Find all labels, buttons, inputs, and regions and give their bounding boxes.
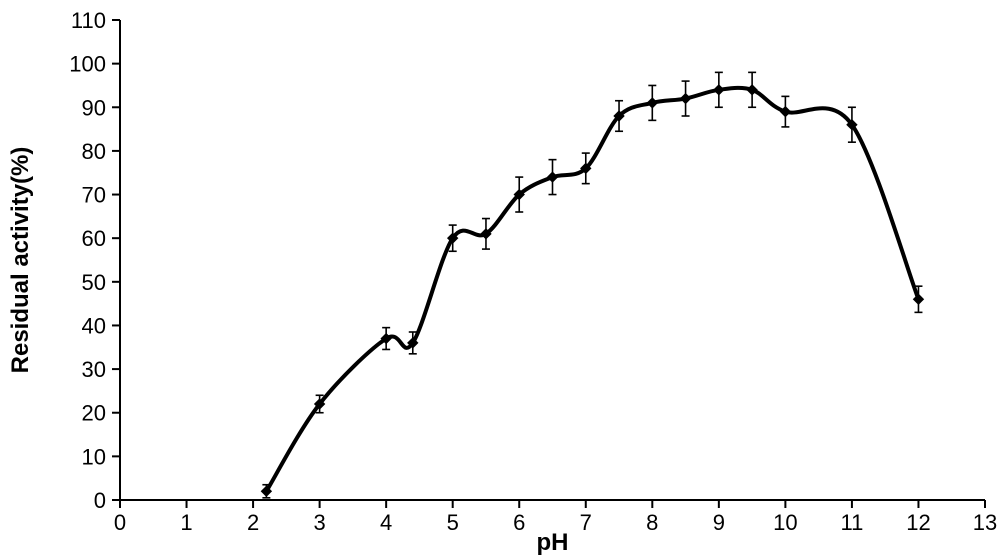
y-tick-label: 90 (82, 95, 106, 120)
x-tick-label: 12 (906, 510, 930, 535)
x-tick-label: 10 (773, 510, 797, 535)
x-tick-label: 11 (841, 510, 864, 535)
x-tick-label: 5 (447, 510, 459, 535)
y-tick-label: 70 (82, 183, 106, 208)
y-tick-label: 20 (82, 401, 106, 426)
y-tick-label: 60 (82, 226, 106, 251)
x-axis-label: pH (537, 529, 569, 556)
y-tick-label: 50 (82, 270, 106, 295)
y-tick-label: 40 (82, 313, 106, 338)
x-tick-label: 6 (513, 510, 525, 535)
x-tick-label: 1 (180, 510, 192, 535)
x-tick-label: 2 (247, 510, 259, 535)
x-tick-label: 8 (646, 510, 658, 535)
y-tick-label: 100 (69, 52, 106, 77)
x-tick-label: 0 (114, 510, 126, 535)
x-tick-label: 9 (713, 510, 725, 535)
y-tick-label: 0 (94, 488, 106, 513)
y-tick-label: 110 (71, 8, 106, 33)
x-tick-label: 7 (580, 510, 592, 535)
chart-container: 0102030405060708090100110012345678910111… (0, 0, 1000, 556)
x-tick-label: 4 (380, 510, 392, 535)
y-tick-label: 80 (82, 139, 106, 164)
y-tick-label: 30 (82, 357, 106, 382)
y-tick-label: 10 (82, 444, 106, 469)
y-axis-label: Residual activity(%) (7, 147, 34, 374)
line-chart: 0102030405060708090100110012345678910111… (0, 0, 1000, 556)
x-tick-label: 3 (313, 510, 325, 535)
plot-background (0, 0, 1000, 556)
x-tick-label: 13 (973, 510, 997, 535)
